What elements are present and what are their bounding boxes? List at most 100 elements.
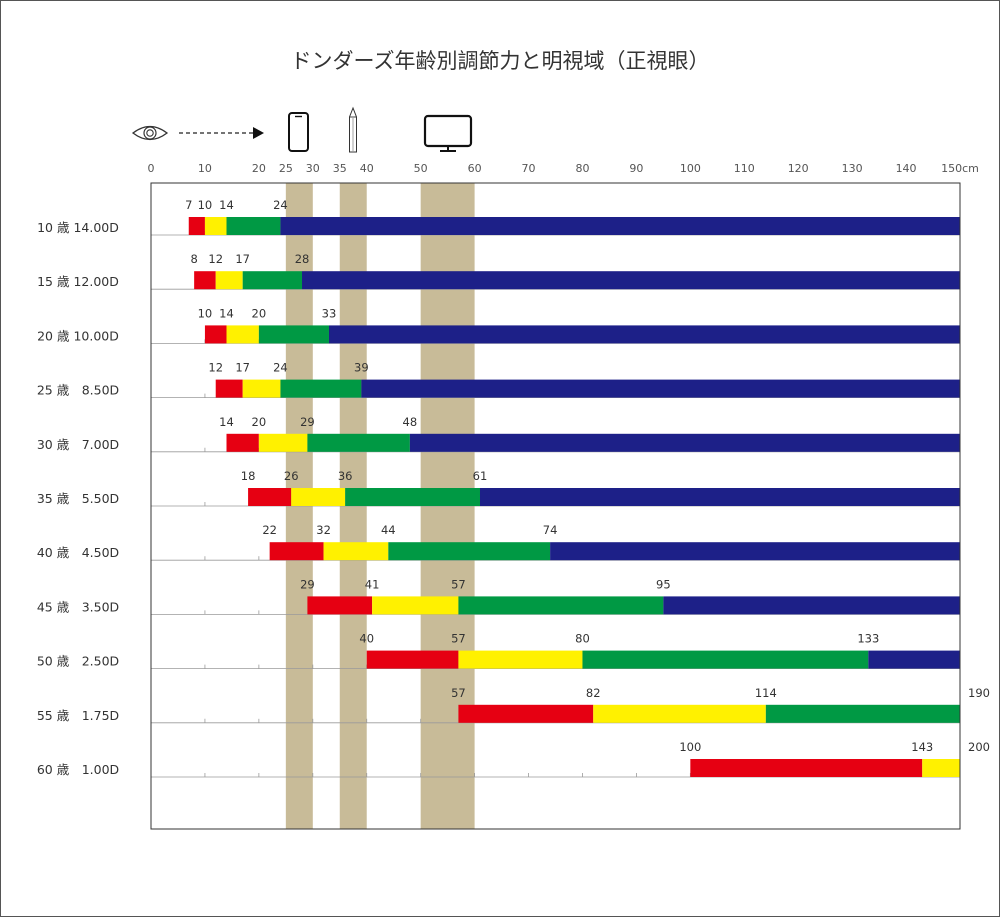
row-label: 50 歳 2.50D: [37, 654, 119, 669]
break-label: 114: [755, 686, 777, 700]
bar-segment: [479, 488, 960, 506]
row-label: 60 歳 1.00D: [37, 762, 119, 777]
break-label: 61: [473, 469, 488, 483]
monitor-icon: [423, 114, 473, 152]
break-label: 33: [322, 306, 337, 320]
x-tick-label: 10: [198, 162, 212, 175]
bar-segment: [458, 704, 594, 723]
break-label: 190: [968, 686, 990, 700]
row-label: 25 歳 8.50D: [37, 383, 119, 398]
x-axis-ticks: 0 10 20 25 30 35 40 50 60 70 80 90 100 110 120 130 140 15…: [148, 162, 979, 175]
break-label: 39: [354, 361, 369, 375]
bar-segment: [361, 379, 961, 398]
bar-segment: [388, 542, 551, 561]
row-0: 10 歳 14.00D 7 10 14 24: [37, 198, 960, 236]
break-label: 20: [252, 306, 267, 320]
break-label: 57: [451, 632, 466, 646]
row-label: 35 歳 5.50D: [37, 491, 119, 506]
bar-segment: [291, 488, 346, 506]
bar-segment: [215, 379, 243, 398]
break-label: 12: [208, 252, 223, 266]
bar-segment: [409, 433, 960, 452]
x-tick-label: 110: [734, 162, 755, 175]
row-10: 60 歳 1.00D 100 143 200: [37, 740, 990, 778]
bar-segment: [690, 759, 923, 777]
row-3: 25 歳 8.50D 12 17 24 39: [37, 361, 961, 399]
row-8: 50 歳 2.50D 40 57 80 133: [37, 632, 960, 669]
break-label: 17: [235, 361, 250, 375]
x-tick-label: 80: [575, 162, 589, 175]
row-2: 20 歳 10.00D 10 14 20 33: [37, 306, 961, 344]
row-label: 45 歳 3.50D: [37, 599, 119, 614]
break-label: 22: [262, 523, 277, 537]
break-label: 133: [857, 632, 879, 646]
bar-segment: [204, 325, 227, 344]
bar-segment: [194, 271, 216, 290]
break-label: 12: [208, 361, 223, 375]
break-label: 29: [300, 415, 315, 429]
bar-segment: [215, 271, 243, 290]
break-label: 57: [451, 577, 466, 591]
bar-segment: [550, 542, 960, 561]
bar-segment: [593, 704, 766, 723]
bar-segment: [328, 325, 961, 344]
bar-segment: [242, 271, 303, 290]
bar-segment: [258, 325, 329, 344]
bar-segment: [345, 488, 480, 506]
x-tick-label: 30: [306, 162, 320, 175]
break-label: 14: [219, 306, 234, 320]
break-label: 100: [679, 740, 701, 754]
bar-segment: [226, 433, 259, 452]
break-label: 18: [241, 469, 256, 483]
dashed-arrow-icon: [179, 127, 264, 139]
bar-segment: [307, 596, 373, 615]
break-label: 20: [252, 415, 267, 429]
break-label: 26: [284, 469, 299, 483]
bar-segment: [226, 325, 259, 344]
break-label: 32: [316, 523, 331, 537]
x-tick-label: 50: [414, 162, 428, 175]
row-label: 40 歳 4.50D: [37, 545, 119, 560]
bar-segment: [269, 542, 324, 561]
bar-segment: [280, 217, 960, 235]
bar-segment: [248, 488, 292, 506]
row-label: 20 歳 10.00D: [37, 328, 119, 343]
row-5: 35 歳 5.50D 18 26 36 61: [37, 469, 960, 507]
break-label: 36: [338, 469, 353, 483]
break-label: 24: [273, 361, 288, 375]
break-label: 80: [575, 632, 590, 646]
x-tick-label: 140: [896, 162, 917, 175]
bar-segment: [366, 650, 459, 669]
row-label: 15 歳 12.00D: [37, 274, 119, 289]
bar-segment: [280, 379, 362, 398]
break-label: 57: [451, 686, 466, 700]
break-label: 40: [359, 632, 374, 646]
x-tick-label: 150cm: [941, 162, 979, 175]
break-label: 8: [190, 252, 197, 266]
break-label: 14: [219, 415, 234, 429]
plot-border: [150, 182, 961, 830]
break-label: 74: [543, 523, 558, 537]
break-label: 10: [198, 306, 213, 320]
break-label: 82: [586, 686, 601, 700]
bar-segment: [765, 704, 960, 723]
bar-segment: [868, 650, 960, 669]
row-label: 55 歳 1.75D: [37, 708, 119, 723]
row-label: 10 歳 14.00D: [37, 220, 119, 235]
break-label: 41: [365, 577, 380, 591]
x-tick-label: 25: [279, 162, 293, 175]
break-label: 28: [295, 252, 310, 266]
x-tick-label: 0: [148, 162, 155, 175]
bar-segment: [307, 433, 410, 452]
break-label: 14: [219, 198, 234, 212]
break-label: 24: [273, 198, 288, 212]
plot-area: 10 歳 14.00D 7 10 14 24 15 歳 12.00D 8 12 17 28 20 歳…: [37, 182, 990, 830]
bar-segment: [204, 217, 227, 235]
bar-segment: [582, 650, 869, 669]
break-label: 200: [968, 740, 990, 754]
bar-segment: [242, 379, 281, 398]
smartphone-icon: [288, 112, 309, 152]
bar-segment: [458, 650, 583, 669]
break-label: 29: [300, 577, 315, 591]
